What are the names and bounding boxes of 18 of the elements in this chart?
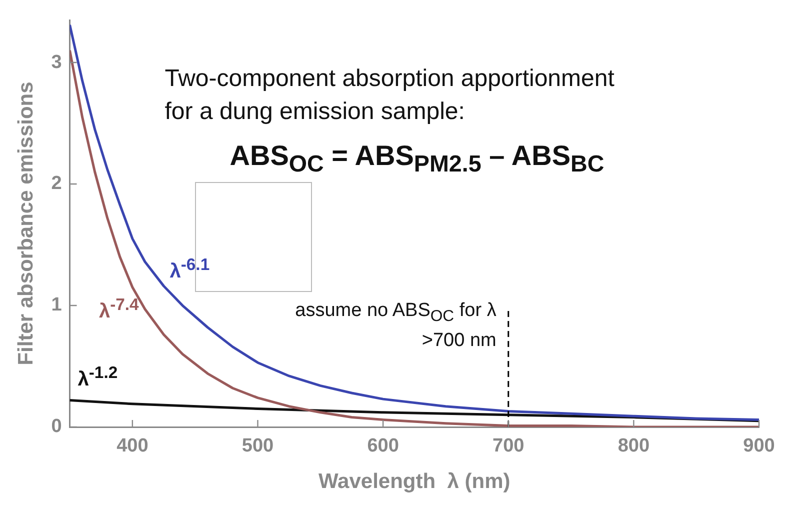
x-tick-label: 900 xyxy=(743,436,775,457)
x-axis-title: Wavelength λ (nm) xyxy=(318,470,510,494)
y-tick-label: 1 xyxy=(51,294,62,316)
ref-line-label: assume no ABS$_{OC}$ for λ >700 nm xyxy=(294,298,496,353)
y-tick-label: 0 xyxy=(51,416,62,438)
x-tick-label: 400 xyxy=(116,436,148,457)
x-tick-label: 800 xyxy=(618,436,650,457)
x-tick-label: 600 xyxy=(367,436,399,457)
text: Two-component absorption apportionment for a dung emission sample: xyxy=(164,64,616,127)
series-label: λ$^{-7.4}$ xyxy=(98,294,139,324)
x-tick-label: 700 xyxy=(492,436,524,457)
series-label: λ$^{-1.2}$ xyxy=(78,363,118,392)
series-label: λ$^{-6.1}$ xyxy=(170,255,210,284)
y-tick-label: 3 xyxy=(51,52,62,73)
y-axis-title: Filter absorbance emissions xyxy=(14,82,38,366)
x-tick-label: 500 xyxy=(242,436,274,457)
text: ABS$_{OC}$ = ABS$_{PM2.5}$ – ABS$_{BC}$ xyxy=(230,140,604,178)
y-tick-label: 2 xyxy=(51,173,62,194)
